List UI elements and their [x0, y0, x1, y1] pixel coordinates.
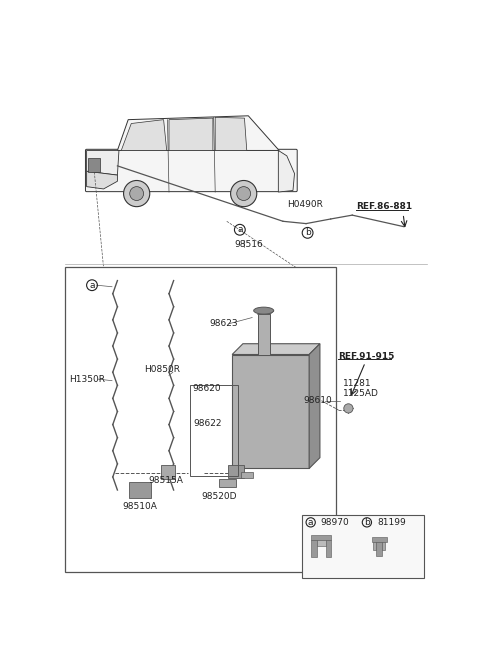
Text: b: b [364, 518, 370, 527]
Polygon shape [215, 118, 247, 150]
Text: 98520D: 98520D [201, 491, 237, 501]
Text: H1350R: H1350R [69, 374, 105, 384]
Text: 81199: 81199 [377, 518, 406, 527]
Bar [373, 543, 376, 550]
Text: 98622: 98622 [193, 419, 222, 428]
Text: H0490R: H0490R [287, 200, 323, 209]
Bar [312, 535, 332, 540]
Polygon shape [232, 344, 320, 355]
Bar [88, 158, 100, 172]
Polygon shape [278, 150, 295, 192]
Polygon shape [86, 150, 119, 175]
Circle shape [130, 187, 144, 200]
Text: REF.86-881: REF.86-881 [356, 202, 412, 211]
Text: 98620: 98620 [192, 384, 221, 393]
Bar [65, 267, 336, 572]
Bar [190, 385, 238, 476]
Polygon shape [309, 344, 320, 468]
Bar [219, 479, 236, 487]
Text: 11281: 11281 [343, 379, 372, 388]
Text: b: b [305, 229, 311, 237]
Bar [312, 540, 317, 557]
Polygon shape [86, 171, 118, 189]
Circle shape [230, 181, 257, 207]
Bar [382, 543, 385, 550]
Text: a: a [237, 225, 242, 235]
Text: REF.91-915: REF.91-915 [338, 351, 395, 361]
Text: 98970: 98970 [321, 518, 349, 527]
Polygon shape [121, 120, 167, 150]
Bar [376, 543, 382, 556]
Circle shape [237, 187, 251, 200]
Text: H0850R: H0850R [144, 365, 180, 374]
Ellipse shape [254, 307, 274, 314]
Bar [302, 514, 424, 578]
Polygon shape [169, 118, 213, 150]
Text: a: a [308, 518, 313, 527]
Text: 1125AD: 1125AD [343, 388, 379, 397]
Bar [228, 464, 244, 478]
Text: 98623: 98623 [210, 319, 239, 328]
Polygon shape [118, 116, 279, 150]
Circle shape [123, 181, 150, 207]
Bar [241, 472, 253, 478]
Polygon shape [258, 311, 274, 315]
Bar [232, 355, 309, 468]
Text: 98610: 98610 [304, 396, 333, 405]
Bar [326, 540, 332, 557]
Circle shape [344, 404, 353, 413]
FancyBboxPatch shape [85, 149, 297, 192]
Text: 98516: 98516 [234, 240, 263, 249]
Text: a: a [89, 281, 95, 290]
Bar [372, 537, 387, 543]
Bar [317, 540, 326, 546]
Bar [161, 465, 175, 479]
Text: 98510A: 98510A [123, 503, 157, 511]
Bar [258, 315, 270, 355]
Text: 98515A: 98515A [148, 476, 183, 486]
Bar [129, 482, 151, 498]
